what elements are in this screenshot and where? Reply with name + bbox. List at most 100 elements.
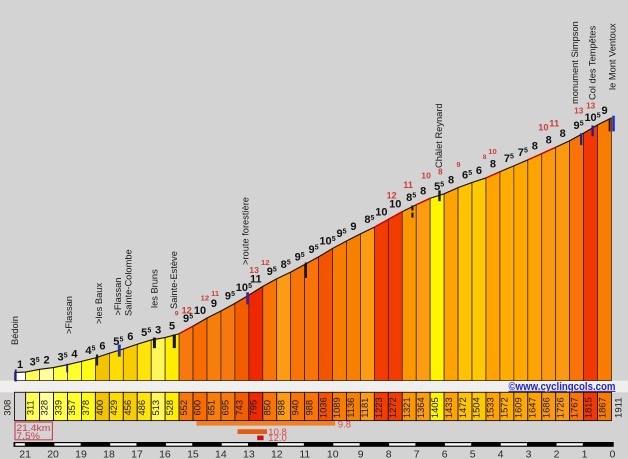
svg-text:Châlet Reynard: Châlet Reynard — [434, 103, 444, 168]
svg-text:5: 5 — [273, 266, 277, 273]
svg-text:5: 5 — [169, 321, 175, 333]
svg-text:2: 2 — [44, 355, 50, 367]
svg-text:5: 5 — [434, 181, 440, 193]
svg-text:20: 20 — [47, 448, 59, 459]
svg-text:5: 5 — [287, 260, 291, 267]
svg-text:1223: 1223 — [373, 397, 384, 418]
svg-text:9: 9 — [225, 290, 231, 302]
svg-text:10: 10 — [488, 147, 496, 156]
svg-text:1533: 1533 — [485, 397, 496, 418]
svg-text:11: 11 — [403, 180, 413, 190]
svg-text:>Flassan: >Flassan — [113, 278, 123, 316]
svg-text:1647: 1647 — [527, 397, 538, 418]
svg-text:5: 5 — [597, 112, 601, 119]
svg-text:1572: 1572 — [499, 397, 510, 418]
svg-text:2: 2 — [554, 448, 560, 459]
svg-text:486: 486 — [136, 400, 147, 416]
svg-text:1136: 1136 — [345, 398, 356, 418]
svg-text:8: 8 — [386, 448, 392, 459]
svg-text:5: 5 — [524, 147, 528, 154]
svg-text:5: 5 — [468, 170, 472, 177]
svg-text:513: 513 — [150, 400, 161, 416]
svg-text:10.8: 10.8 — [268, 427, 287, 438]
svg-text:1321: 1321 — [401, 397, 412, 418]
svg-text:10: 10 — [236, 282, 248, 294]
svg-text:5: 5 — [92, 345, 96, 352]
svg-text:>route forestière: >route forestière — [241, 197, 251, 265]
svg-text:8: 8 — [560, 128, 566, 140]
svg-text:9: 9 — [267, 266, 273, 278]
svg-text:5: 5 — [113, 336, 119, 348]
svg-text:8: 8 — [406, 192, 412, 204]
svg-text:10: 10 — [389, 199, 401, 211]
svg-text:5: 5 — [248, 283, 252, 290]
svg-text:9: 9 — [358, 448, 364, 459]
svg-text:©www.cyclingcols.com: ©www.cyclingcols.com — [509, 381, 616, 393]
svg-text:Sainte-Colombe: Sainte-Colombe — [124, 249, 134, 316]
svg-text:6: 6 — [442, 448, 448, 459]
svg-text:5: 5 — [231, 291, 235, 298]
svg-text:5: 5 — [189, 314, 193, 321]
svg-text:5: 5 — [301, 252, 305, 259]
svg-text:>les Baux: >les Baux — [94, 283, 104, 324]
svg-text:651: 651 — [206, 400, 217, 416]
svg-text:7: 7 — [414, 448, 420, 459]
svg-text:10: 10 — [327, 448, 339, 459]
svg-text:898: 898 — [275, 400, 286, 416]
svg-text:3: 3 — [155, 325, 161, 337]
svg-text:795: 795 — [248, 400, 259, 416]
svg-text:Bédoin: Bédoin — [10, 316, 20, 345]
svg-text:1815: 1815 — [582, 397, 593, 418]
svg-text:4: 4 — [85, 345, 92, 357]
svg-text:5: 5 — [119, 337, 123, 344]
svg-text:9: 9 — [183, 313, 189, 325]
svg-text:988: 988 — [303, 400, 314, 416]
svg-text:10: 10 — [375, 206, 387, 218]
svg-text:9: 9 — [336, 228, 342, 240]
svg-text:5: 5 — [510, 153, 514, 160]
svg-text:16: 16 — [159, 448, 171, 459]
svg-text:21.4km: 21.4km — [16, 423, 50, 433]
svg-text:6: 6 — [462, 170, 468, 182]
svg-text:8: 8 — [448, 175, 454, 187]
svg-text:743: 743 — [234, 400, 245, 416]
svg-text:1609: 1609 — [513, 397, 524, 418]
svg-text:1: 1 — [582, 448, 588, 459]
svg-text:9: 9 — [574, 120, 580, 132]
svg-text:311: 311 — [24, 400, 35, 415]
svg-text:5: 5 — [412, 192, 416, 199]
svg-text:1911: 1911 — [614, 397, 625, 418]
svg-text:0: 0 — [610, 448, 616, 459]
svg-text:12: 12 — [201, 293, 209, 302]
svg-text:13: 13 — [574, 106, 584, 116]
svg-text:10: 10 — [538, 122, 548, 132]
svg-text:1181: 1181 — [359, 398, 370, 418]
svg-text:1686: 1686 — [540, 397, 551, 418]
svg-text:12: 12 — [182, 306, 192, 316]
svg-text:528: 528 — [164, 400, 175, 416]
svg-text:3: 3 — [57, 352, 63, 364]
svg-text:1472: 1472 — [457, 397, 468, 418]
svg-text:5: 5 — [64, 352, 68, 359]
svg-text:1089: 1089 — [331, 397, 342, 418]
svg-text:1867: 1867 — [596, 397, 607, 418]
svg-text:6: 6 — [99, 340, 105, 352]
svg-text:les Bruns: les Bruns — [150, 269, 160, 308]
svg-text:8: 8 — [532, 141, 538, 153]
svg-text:le Mont Ventoux: le Mont Ventoux — [608, 23, 618, 90]
svg-text:Col des Tempêtes: Col des Tempêtes — [588, 25, 598, 100]
svg-text:1767: 1767 — [568, 397, 579, 418]
svg-text:4: 4 — [71, 348, 78, 360]
svg-text:456: 456 — [122, 400, 133, 416]
svg-text:328: 328 — [38, 400, 49, 416]
svg-text:1364: 1364 — [415, 397, 426, 418]
svg-text:1504: 1504 — [471, 397, 482, 418]
svg-text:339: 339 — [52, 400, 63, 416]
svg-text:1036: 1036 — [317, 397, 328, 418]
svg-text:400: 400 — [94, 400, 105, 416]
svg-text:1: 1 — [17, 359, 23, 371]
svg-text:12.0: 12.0 — [268, 433, 287, 444]
svg-text:552: 552 — [178, 400, 189, 416]
svg-text:4: 4 — [498, 448, 504, 459]
svg-text:1272: 1272 — [387, 397, 398, 418]
